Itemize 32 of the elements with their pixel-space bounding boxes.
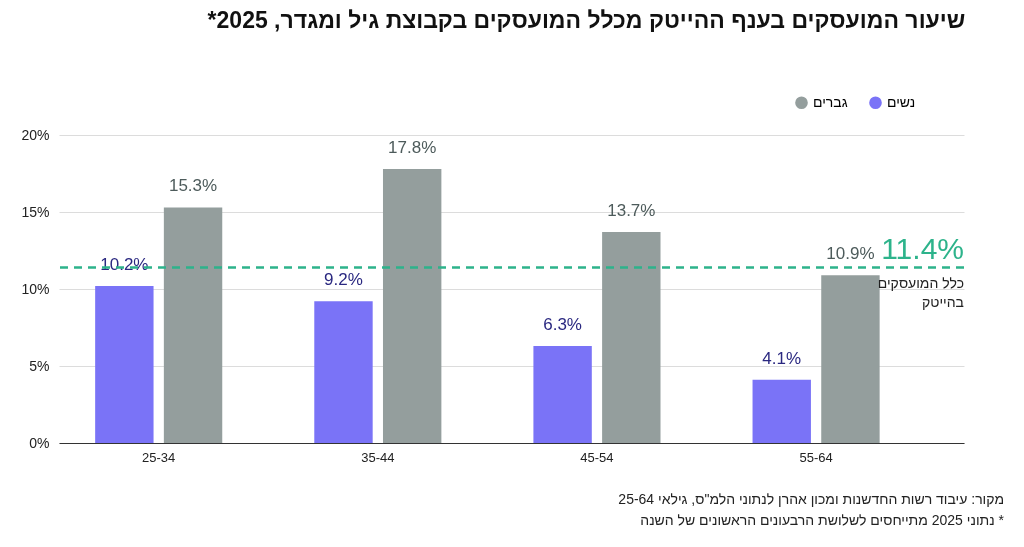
y-tick-label: 15%	[21, 203, 50, 220]
legend-label: נשים	[887, 93, 916, 110]
bar	[95, 285, 154, 443]
bar	[163, 207, 223, 443]
x-tick-label: 55-64	[799, 449, 833, 465]
y-tick-label: 0%	[29, 434, 50, 451]
bar	[821, 275, 880, 443]
bar	[314, 301, 373, 443]
chart-title: שיעור המועסקים בענף ההייטק מכלל המועסקים בקבוצת גיל ומגדר, 2025*	[207, 7, 966, 33]
bar	[752, 379, 811, 443]
x-tick-label: 45-54	[580, 449, 614, 465]
data-label: 10.2%	[100, 254, 149, 274]
text: * נתוני 2025 מתייחסים לשלושת הרבעונים הראשונים של השנה	[639, 511, 1004, 530]
text: מקור: עיבוד רשות החדשנות ומכון אהרן לנתוני הלמ"ס, גילאי 25-64	[617, 490, 1004, 509]
data-label: 9.2%	[324, 270, 363, 290]
annotation: כלל המועסקים בהייטק	[877, 275, 964, 311]
ref-line-label: 11.4%	[881, 232, 964, 266]
x-tick-label: 25-34	[142, 449, 176, 465]
bar	[533, 345, 592, 443]
x-tick-label: 35-44	[361, 449, 395, 465]
bar	[602, 232, 661, 443]
y-tick-label: 10%	[21, 280, 50, 297]
bar	[382, 168, 442, 443]
legend-label: גברים	[813, 93, 848, 110]
data-label: 17.8%	[388, 137, 437, 157]
y-tick-label: 5%	[29, 357, 50, 374]
data-label: 6.3%	[543, 314, 582, 334]
data-label: 13.7%	[607, 201, 656, 221]
data-label: 15.3%	[168, 176, 218, 196]
data-label: 10.9%	[826, 244, 875, 264]
data-label: 4.1%	[762, 348, 802, 368]
y-tick-label: 20%	[21, 126, 50, 143]
